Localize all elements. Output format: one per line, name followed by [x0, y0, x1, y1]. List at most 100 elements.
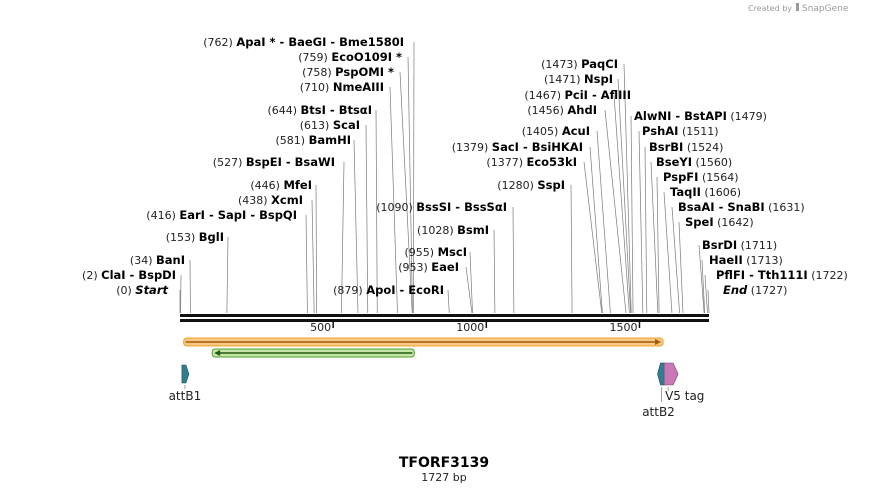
enzyme-site-label[interactable]: (955) MscI [405, 245, 467, 259]
site-leader-line [465, 266, 473, 314]
site-leader-line [447, 289, 450, 314]
site-leader-line [389, 86, 398, 314]
site-leader-line [399, 71, 413, 314]
enzyme-site-label[interactable]: PflFI - Tth111I (1722) [716, 268, 848, 282]
enzyme-site-label[interactable]: BsaAI - SnaBI (1631) [678, 200, 805, 214]
site-position: (1564) [702, 171, 739, 184]
enzyme-site-label[interactable]: (613) ScaI [300, 118, 360, 132]
enzyme-name: ApaI * [236, 35, 275, 49]
site-position: (762) [203, 36, 233, 49]
enzyme-site-label[interactable]: (644) BtsI - BtsαI [267, 103, 372, 117]
v5-tag-label: V5 tag [665, 389, 704, 403]
enzyme-name: EcoRI [408, 283, 444, 297]
enzyme-name: Tth111I [758, 268, 808, 282]
enzyme-site-label[interactable]: (446) MfeI [250, 178, 312, 192]
enzyme-name: BsrBI [649, 140, 683, 154]
svg-text:BsrBI (1524): BsrBI (1524) [649, 140, 723, 154]
site-leader-line [704, 274, 708, 314]
svg-text:(1028) BsmI: (1028) BsmI [417, 223, 489, 237]
site-leader-line [630, 115, 634, 314]
enzyme-site-label[interactable]: (1467) PciI - AflIII [524, 88, 631, 102]
site-position: (1379) [452, 141, 489, 154]
site-leader-line [469, 251, 473, 314]
enzyme-name: BseYI [656, 155, 692, 169]
enzyme-site-label[interactable]: (581) BamHI [275, 133, 351, 147]
enzyme-site-label[interactable]: (34) BanI [130, 253, 185, 267]
site-position: (1377) [486, 156, 523, 169]
svg-text:(1090) BssSI - BssSαI: (1090) BssSI - BssSαI [376, 200, 507, 214]
enzyme-site-label[interactable]: BsrDI (1711) [702, 238, 777, 252]
enzyme-name: BamHI [309, 133, 351, 147]
svg-text:BseYI (1560): BseYI (1560) [656, 155, 732, 169]
enzyme-name: BanI [156, 253, 185, 267]
enzyme-site-label[interactable]: AlwNI - BstAPI (1479) [634, 109, 767, 123]
enzyme-site-label[interactable]: (1405) AcuI [522, 124, 590, 138]
enzyme-site-label[interactable]: HaeII (1713) [709, 253, 783, 267]
svg-text:(0) Start: (0) Start [116, 283, 168, 297]
site-leader-line [604, 109, 627, 314]
enzyme-site-label[interactable]: (1377) Eco53kI [486, 155, 577, 169]
enzyme-site-label[interactable]: (527) BspEI - BsaWI [213, 155, 335, 169]
svg-text:(446) MfeI: (446) MfeI [250, 178, 312, 192]
orf-forward-arrow[interactable] [183, 337, 664, 347]
svg-text:AlwNI - BstAPI (1479): AlwNI - BstAPI (1479) [634, 109, 767, 123]
enzyme-site-label[interactable]: (1471) NspI [544, 72, 613, 86]
attb1-feature[interactable]: attB1 [169, 364, 202, 403]
enzyme-site-label[interactable]: TaqII (1606) [670, 185, 741, 199]
v5-tag-feature[interactable]: V5 tag [663, 362, 704, 403]
enzyme-site-label[interactable]: (1280) SspI [497, 178, 565, 192]
svg-text:(1405) AcuI: (1405) AcuI [522, 124, 590, 138]
enzyme-name: ApoI [366, 283, 395, 297]
site-leader-line [650, 161, 659, 314]
enzyme-site-label[interactable]: (762) ApaI * - BaeGI - Bme1580I [203, 35, 404, 49]
enzyme-site-label[interactable]: End (1727) [723, 283, 787, 297]
enzyme-site-label[interactable]: (1090) BssSI - BssSαI [376, 200, 507, 214]
site-position: (446) [250, 179, 280, 192]
enzyme-site-label[interactable]: SpeI (1642) [685, 215, 754, 229]
site-position: (153) [166, 231, 196, 244]
orf-reverse-arrow[interactable] [211, 348, 415, 358]
enzyme-site-label[interactable]: (759) EcoO109I * [298, 50, 402, 64]
svg-text:BsrDI (1711): BsrDI (1711) [702, 238, 777, 252]
svg-text:HaeII (1713): HaeII (1713) [709, 253, 783, 267]
site-position: (416) [146, 209, 176, 222]
enzyme-site-label[interactable]: (1379) SacI - BsiHKAI [452, 140, 583, 154]
enzyme-site-label[interactable]: (710) NmeAIII [300, 80, 384, 94]
svg-text:(759) EcoO109I *: (759) EcoO109I * [298, 50, 402, 64]
enzyme-site-label[interactable]: (416) EarI - SapI - BspQI [146, 208, 297, 222]
enzyme-name: PflFI [716, 268, 745, 282]
attb2-feature[interactable]: attB2 [642, 362, 675, 419]
enzyme-site-label[interactable]: (879) ApoI - EcoRI [333, 283, 444, 297]
enzyme-site-label[interactable]: (953) EaeI [398, 260, 459, 274]
enzyme-site-label[interactable]: (438) XcmI [238, 193, 303, 207]
enzyme-name: BspEI [246, 155, 282, 169]
enzyme-name: AhdI [567, 103, 597, 117]
enzyme-site-label[interactable]: PspFI (1564) [663, 170, 739, 184]
enzyme-site-label[interactable]: (0) Start [116, 283, 168, 297]
enzyme-site-label[interactable]: BseYI (1560) [656, 155, 732, 169]
svg-text:(438) XcmI: (438) XcmI [238, 193, 303, 207]
site-leader-line [583, 161, 603, 314]
enzyme-site-label[interactable]: (2) ClaI - BspDI [82, 268, 176, 282]
enzyme-site-label[interactable]: (1473) PaqCI [541, 57, 618, 71]
enzyme-site-label[interactable]: (1028) BsmI [417, 223, 489, 237]
enzyme-site-label[interactable]: BsrBI (1524) [649, 140, 723, 154]
site-position: (34) [130, 254, 153, 267]
site-position: (2) [82, 269, 98, 282]
enzyme-site-label[interactable]: (758) PspOMI * [302, 65, 394, 79]
enzyme-name: SpeI [685, 215, 714, 229]
site-leader-line [707, 289, 710, 314]
created-by-text: Created by [748, 4, 792, 13]
enzyme-site-label[interactable]: PshAI (1511) [642, 124, 719, 138]
enzyme-name: Start [135, 283, 168, 297]
svg-text:PspFI (1564): PspFI (1564) [663, 170, 739, 184]
enzyme-site-label[interactable]: (1456) AhdI [527, 103, 597, 117]
site-position: (1727) [751, 284, 788, 297]
enzyme-name: TaqII [670, 185, 701, 199]
site-leader-line [570, 184, 573, 314]
enzyme-name: BtsI [301, 103, 326, 117]
site-leader-line [353, 139, 359, 314]
enzyme-site-label[interactable]: (153) BglI [166, 230, 224, 244]
enzyme-name: SnaBI [727, 200, 764, 214]
